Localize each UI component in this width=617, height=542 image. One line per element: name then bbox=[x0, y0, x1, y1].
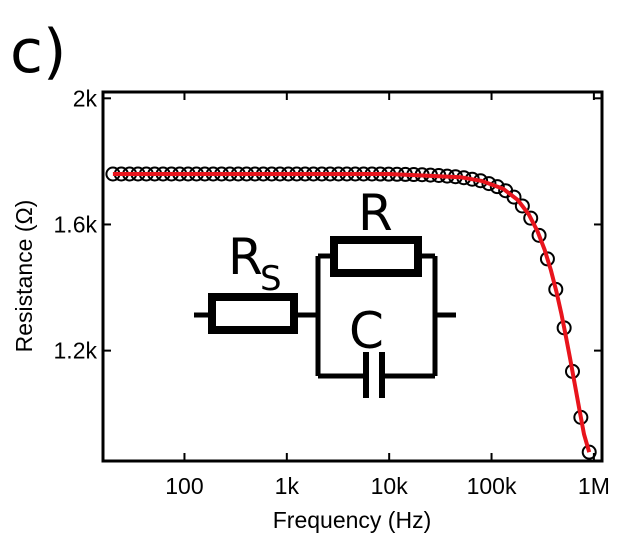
data-point bbox=[523, 210, 539, 226]
data-point bbox=[506, 189, 522, 205]
y-tick-label: 2k bbox=[73, 85, 98, 111]
data-point bbox=[481, 176, 497, 192]
resistor-r bbox=[330, 236, 422, 277]
y-axis-label: Resistance (Ω) bbox=[11, 200, 37, 353]
circuit-diagram bbox=[194, 236, 456, 398]
rs-label: R bbox=[228, 228, 263, 286]
y-axis-ticks: 1.2k 1.6k 2k bbox=[54, 85, 602, 364]
x-tick-label: 10k bbox=[371, 473, 409, 499]
y-tick-label: 1.2k bbox=[54, 338, 98, 364]
y-tick-label: 1.6k bbox=[54, 211, 98, 237]
plot-area bbox=[105, 166, 597, 460]
x-tick-label: 1M bbox=[578, 473, 610, 499]
rs-subscript: S bbox=[260, 259, 282, 299]
c-label: C bbox=[349, 302, 384, 360]
data-point bbox=[531, 227, 547, 243]
x-axis-ticks: 100 1k 10k 100k 1M bbox=[165, 92, 610, 499]
data-point bbox=[489, 179, 505, 195]
plot-frame bbox=[101, 90, 604, 463]
x-tick-label: 100k bbox=[467, 473, 517, 499]
fit-line bbox=[112, 172, 592, 453]
x-axis-label: Frequency (Hz) bbox=[273, 507, 431, 533]
r-label: R bbox=[358, 184, 393, 242]
data-point bbox=[514, 198, 530, 214]
resistor-rs bbox=[208, 293, 298, 334]
x-tick-label: 1k bbox=[275, 473, 300, 499]
x-tick-label: 100 bbox=[165, 473, 203, 499]
panel-label: c) bbox=[10, 17, 66, 87]
